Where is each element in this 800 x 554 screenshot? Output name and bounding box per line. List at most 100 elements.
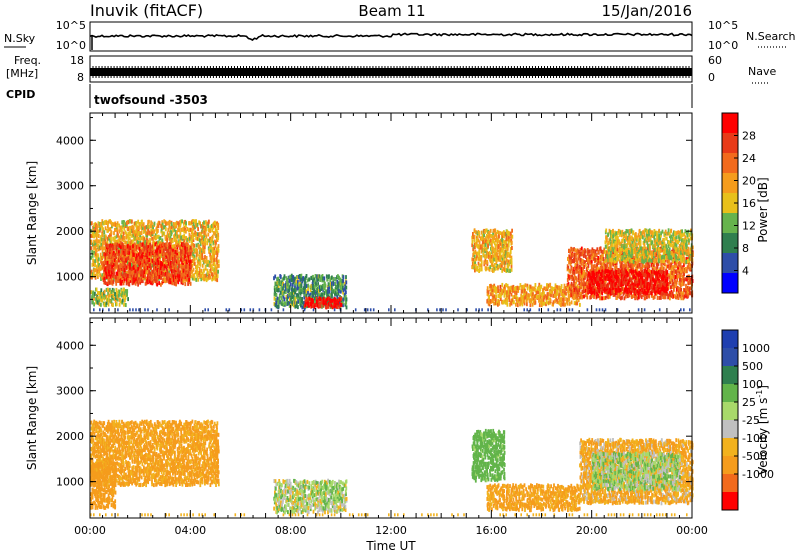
data-cell	[131, 262, 133, 267]
data-cell	[120, 250, 123, 254]
data-cell	[130, 225, 133, 230]
data-cell	[540, 303, 543, 308]
data-cell	[566, 282, 569, 287]
data-cell	[170, 230, 173, 235]
data-cell	[309, 292, 312, 297]
data-cell	[339, 302, 342, 307]
data-cell	[295, 304, 297, 309]
data-cell	[492, 284, 495, 289]
data-cell	[108, 293, 111, 298]
data-cell	[344, 284, 347, 289]
data-cell	[188, 244, 190, 249]
data-cell	[203, 227, 206, 231]
data-cell	[103, 262, 106, 267]
data-cell	[151, 258, 154, 263]
data-cell	[491, 299, 494, 304]
data-cell	[166, 258, 169, 263]
data-cell	[503, 245, 506, 250]
data-cell	[499, 297, 502, 302]
data-cell	[628, 293, 631, 298]
data-cell	[189, 248, 191, 253]
data-cell	[210, 259, 213, 264]
data-cell	[177, 221, 180, 226]
data-cell	[182, 243, 185, 248]
data-cell	[107, 220, 110, 225]
data-cell	[104, 226, 107, 231]
data-cell	[510, 265, 513, 269]
data-cell	[288, 292, 291, 297]
data-cell	[209, 229, 211, 234]
data-cell	[291, 300, 294, 305]
data-cell	[217, 246, 219, 251]
data-cell	[156, 234, 159, 239]
data-cell	[528, 284, 531, 289]
data-cell	[308, 277, 311, 282]
data-cell	[520, 300, 522, 305]
data-cell	[158, 243, 160, 248]
data-cell	[101, 219, 104, 224]
data-cell	[489, 265, 492, 270]
data-cell	[571, 283, 574, 288]
data-cell	[553, 286, 556, 291]
data-cell	[121, 279, 124, 284]
data-cell	[473, 242, 476, 247]
data-cell	[529, 287, 532, 291]
data-cell	[529, 303, 532, 308]
data-cell	[120, 272, 123, 277]
data-cell	[194, 232, 196, 237]
data-cell	[139, 261, 142, 266]
data-cell	[200, 240, 203, 245]
data-cell	[132, 225, 135, 230]
data-cell	[281, 279, 284, 284]
data-cell	[126, 277, 128, 282]
data-cell	[288, 278, 291, 283]
data-cell	[118, 250, 120, 255]
data-cell	[528, 299, 531, 304]
data-cell	[168, 236, 171, 241]
data-cell	[330, 284, 333, 289]
data-cell	[183, 275, 186, 280]
data-cell	[498, 254, 501, 259]
data-cell	[576, 301, 579, 306]
data-cell	[506, 246, 509, 251]
data-cell	[110, 258, 113, 263]
data-cell	[314, 299, 316, 304]
data-cell	[183, 266, 186, 271]
data-cell	[127, 227, 130, 231]
data-cell	[126, 271, 128, 276]
data-cell	[506, 243, 508, 248]
data-cell	[495, 235, 498, 240]
data-cell	[168, 255, 171, 260]
data-cell	[155, 259, 158, 264]
data-cell	[332, 289, 335, 294]
data-cell	[115, 244, 118, 249]
data-cell	[483, 244, 486, 248]
data-cell	[507, 264, 510, 269]
data-cell	[167, 249, 170, 254]
data-cell	[163, 246, 165, 251]
data-cell	[124, 251, 127, 256]
data-cell	[208, 242, 211, 247]
data-cell	[596, 262, 598, 267]
data-cell	[517, 286, 519, 291]
data-cell	[534, 283, 537, 287]
data-cell	[128, 251, 131, 256]
data-cell	[604, 295, 607, 300]
data-cell	[579, 265, 582, 270]
data-cell	[121, 298, 124, 303]
data-cell	[660, 295, 662, 300]
data-cell	[118, 223, 120, 228]
data-cell	[97, 275, 99, 279]
data-cell	[105, 274, 108, 279]
data-cell	[209, 236, 211, 241]
data-cell	[214, 231, 216, 236]
data-cell	[201, 252, 204, 257]
data-cell	[125, 281, 128, 286]
data-cell	[119, 241, 122, 245]
data-cell	[135, 269, 138, 274]
data-cell	[113, 266, 116, 271]
data-cell	[165, 221, 168, 226]
data-cell	[568, 284, 571, 289]
data-cell	[279, 280, 282, 285]
